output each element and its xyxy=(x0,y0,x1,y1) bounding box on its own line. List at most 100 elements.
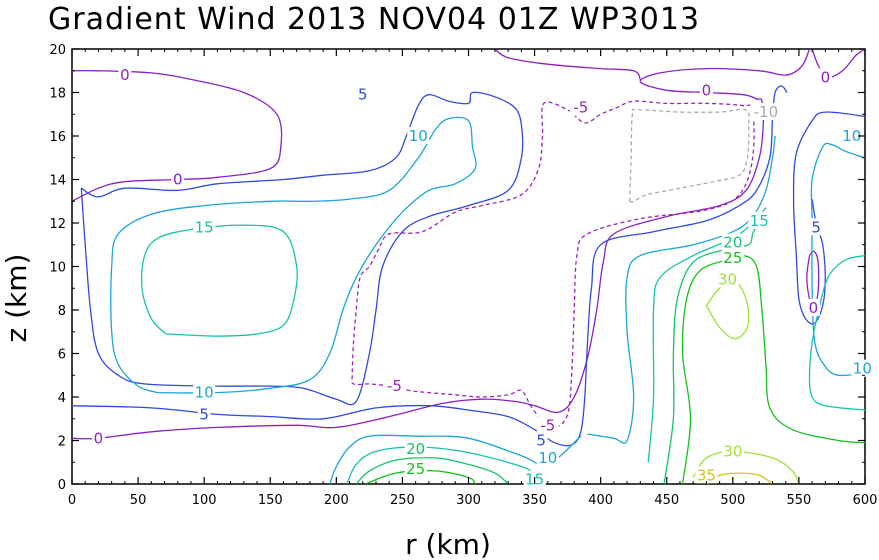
contour-label-bg xyxy=(91,429,105,447)
y-tick-label: 4 xyxy=(58,391,66,406)
contour-line-25 xyxy=(681,254,865,484)
plot-frame xyxy=(71,48,866,485)
contour-label: 5 xyxy=(199,405,209,423)
contour-label: 25 xyxy=(406,460,425,478)
contour-line-0 xyxy=(811,49,865,79)
chart-title: Gradient Wind 2013 NOV04 01Z WP3013 xyxy=(48,2,700,37)
contour-label: 5 xyxy=(536,432,546,450)
plot-area xyxy=(71,48,866,485)
contour-label-bg xyxy=(193,218,216,236)
x-tick-label: 200 xyxy=(324,493,349,508)
x-tick-label: 250 xyxy=(390,493,415,508)
y-tick-label: 14 xyxy=(49,174,66,189)
contour-label: 0 xyxy=(173,171,183,189)
contour-label: 10 xyxy=(842,127,861,145)
y-tick-label: 20 xyxy=(49,43,66,58)
contour-label-bg xyxy=(840,127,863,144)
contour-label: 10 xyxy=(538,449,557,467)
contour-line-5 xyxy=(72,85,788,447)
contour-line-10 xyxy=(810,142,865,377)
x-tick-label: 150 xyxy=(258,493,283,508)
contour-label: 10 xyxy=(853,360,872,378)
contour-label-bg xyxy=(118,66,132,84)
x-tick-label: 500 xyxy=(720,493,745,508)
contour-label: 0 xyxy=(94,429,104,447)
contour-label-bg xyxy=(716,270,739,288)
contour-line-5 xyxy=(792,111,865,325)
contour-label-bg xyxy=(721,233,744,251)
contour-label: 10 xyxy=(195,384,214,402)
contour-line-15 xyxy=(647,207,767,463)
x-tick-label: 50 xyxy=(130,493,147,508)
contour-label-bg xyxy=(750,103,782,121)
contour-label: 5 xyxy=(811,218,821,236)
contour-label-bg xyxy=(404,440,427,458)
contour-line-20 xyxy=(355,456,509,484)
contour-label-bg xyxy=(721,248,744,266)
contour-label-bg xyxy=(171,170,185,188)
contour-label: 0 xyxy=(809,299,819,317)
x-tick-label: 400 xyxy=(588,493,613,508)
contour-line-0 xyxy=(494,49,641,80)
contour-line-10 xyxy=(587,135,776,444)
x-axis-label: r (km) xyxy=(405,528,491,560)
contour-label: 35 xyxy=(697,466,716,484)
contour-line-0 xyxy=(806,250,820,309)
y-tick-label: 18 xyxy=(49,87,66,102)
y-tick-label: 2 xyxy=(58,435,66,450)
x-tick-label: 550 xyxy=(787,493,812,508)
contour-label: 30 xyxy=(723,442,742,460)
contour-label-bg xyxy=(806,298,820,316)
contour-label: 25 xyxy=(723,249,742,267)
contour-label-bg xyxy=(356,85,370,103)
contour-line-neg5 xyxy=(351,100,755,429)
y-axis-label: z (km) xyxy=(0,254,33,343)
contour-line-15 xyxy=(140,224,298,337)
contour-label-bg xyxy=(809,218,823,236)
axis-ticks: 0 50 100 150 200 250 300 350 400 450 500 550 6000246… xyxy=(49,43,877,508)
contour-lines xyxy=(72,49,865,484)
x-tick-label: 0 xyxy=(68,493,76,508)
y-tick-label: 0 xyxy=(58,478,66,493)
contour-label: -10 xyxy=(754,103,779,121)
x-tick-label: 450 xyxy=(654,493,679,508)
contour-label: 30 xyxy=(718,271,737,289)
contour-label: 10 xyxy=(409,127,428,145)
contour-label: -5 xyxy=(387,377,402,395)
contour-line-20 xyxy=(663,218,760,484)
contour-label-bg xyxy=(721,442,744,460)
contour-label: 20 xyxy=(723,234,742,252)
contour-label-bg xyxy=(818,68,832,86)
contour-line-15 xyxy=(808,254,865,411)
contour-label: -5 xyxy=(573,99,588,117)
contour-label: -5 xyxy=(540,416,555,434)
contour-label-bg xyxy=(748,211,771,229)
contour-label-bg xyxy=(569,98,592,116)
y-tick-label: 12 xyxy=(49,217,66,232)
y-tick-label: 16 xyxy=(49,130,66,145)
contour-label-bg xyxy=(699,81,713,99)
contour-label-bg xyxy=(383,377,406,395)
contour-label: 15 xyxy=(195,218,214,236)
y-tick-label: 8 xyxy=(58,304,66,319)
contour-label-bg xyxy=(536,416,559,434)
contour-label: 5 xyxy=(358,86,368,104)
contour-line-30 xyxy=(705,280,750,340)
x-tick-label: 600 xyxy=(853,493,878,508)
contour-label-bg xyxy=(695,466,718,484)
contour-label-bg xyxy=(851,359,874,377)
contour-line-25 xyxy=(365,469,476,484)
contour-label: 0 xyxy=(702,81,712,99)
contour-label-bg xyxy=(197,405,211,423)
x-tick-label: 300 xyxy=(456,493,481,508)
contour-label-bg xyxy=(193,383,216,401)
contour-label-bg xyxy=(404,459,427,477)
x-tick-label: 350 xyxy=(522,493,547,508)
x-tick-label: 100 xyxy=(192,493,217,508)
contour-label-bg xyxy=(407,127,430,144)
contour-label-bg xyxy=(534,431,548,449)
contour-label: 0 xyxy=(120,66,130,84)
contour-label: 15 xyxy=(750,212,769,230)
